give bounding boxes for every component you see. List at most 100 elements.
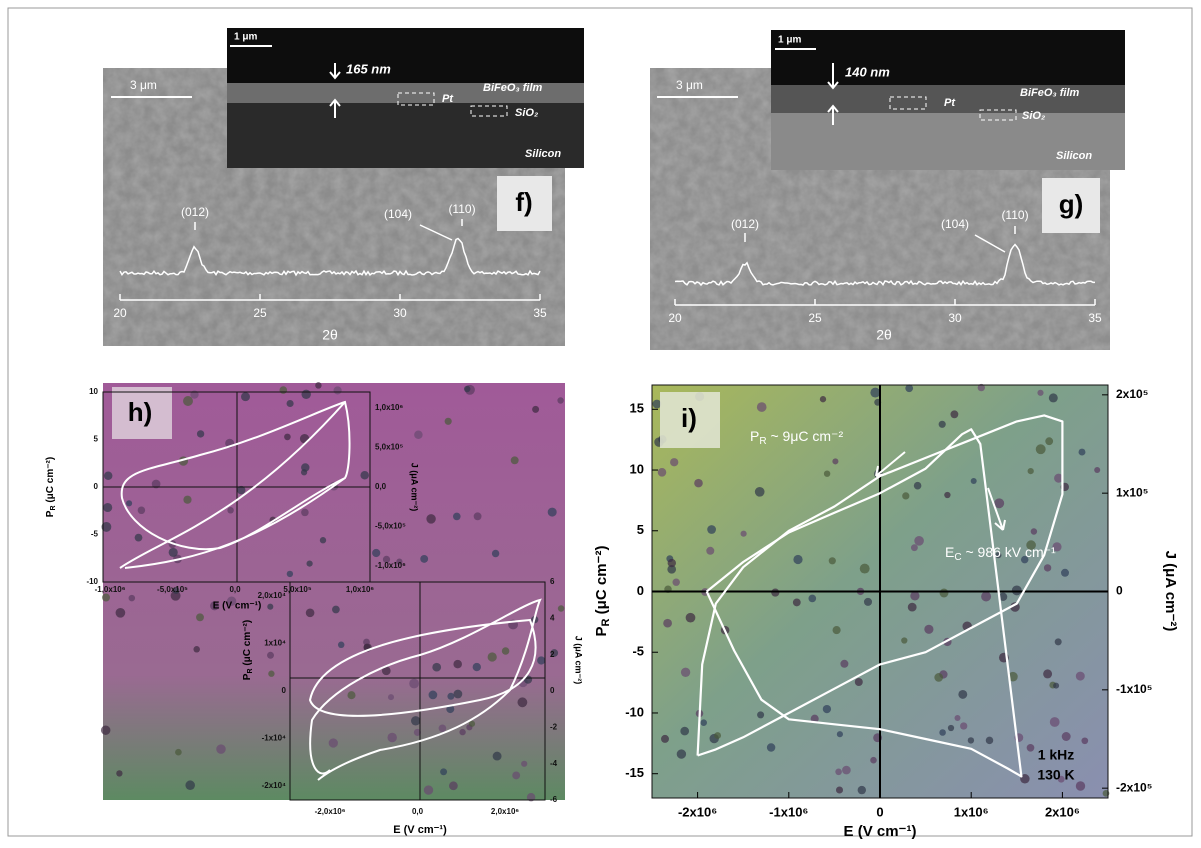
texture-dot	[910, 591, 919, 600]
texture-dot	[129, 595, 135, 601]
peak-label: (110)	[1001, 208, 1028, 222]
texture-dot	[372, 549, 380, 557]
inset-top	[771, 30, 1125, 85]
panel-label: g)	[1059, 189, 1084, 219]
x-tick-label: 20	[668, 311, 682, 325]
y-tick-label: 10	[89, 387, 98, 396]
texture-dot	[440, 768, 447, 775]
texture-dot	[944, 492, 950, 498]
texture-dot	[670, 458, 678, 466]
y2-axis-label: J (μA cm⁻²)	[574, 636, 584, 684]
texture-dot	[1012, 585, 1022, 595]
texture-dot	[860, 564, 870, 574]
texture-dot	[464, 386, 470, 392]
texture-dot	[771, 589, 779, 597]
texture-dot	[1049, 393, 1058, 402]
texture-dot	[808, 595, 816, 603]
texture-dot	[908, 603, 917, 612]
x-tick-label: 30	[948, 311, 962, 325]
texture-dot	[870, 757, 877, 764]
peak-label: (104)	[941, 217, 969, 231]
texture-dot	[102, 594, 110, 602]
texture-dot	[924, 625, 933, 634]
texture-dot	[332, 606, 340, 614]
texture-dot	[681, 668, 690, 677]
y-tick-label: 0	[282, 686, 287, 695]
y-tick-label: -10	[625, 704, 644, 719]
y-tick-label: -2x10⁴	[262, 781, 286, 790]
texture-dot	[1044, 564, 1051, 571]
texture-dot	[227, 507, 233, 513]
y-tick-label: 4	[550, 613, 555, 622]
y-axis-label: PR (μC cm⁻²)	[45, 457, 57, 517]
y2-tick-label: -2x10⁵	[1116, 780, 1152, 794]
layer-label: BiFeO₃ film	[1020, 87, 1080, 99]
texture-dot	[175, 749, 182, 756]
texture-dot	[426, 514, 435, 523]
texture-dot	[902, 492, 909, 499]
texture-dot	[126, 500, 132, 506]
x-axis-label: E (V cm⁻¹)	[844, 823, 917, 840]
texture-dot	[473, 663, 481, 671]
texture-dot	[835, 768, 842, 775]
panel-f: 3 μm 1 μm 165 nm BiFeO₃ film Pt SiO₂ Sil…	[103, 28, 584, 346]
texture-dot	[981, 592, 991, 602]
texture-dot	[512, 771, 520, 779]
texture-dot	[502, 647, 510, 655]
texture-dot	[1076, 781, 1085, 790]
texture-dot	[837, 731, 843, 737]
y-tick-label: 2	[550, 650, 555, 659]
thickness: 165 nm	[346, 61, 391, 76]
y2-tick-label: 0	[1116, 584, 1123, 598]
scale-label: 3 μm	[676, 78, 703, 92]
texture-dot	[677, 749, 686, 758]
texture-dot	[511, 456, 519, 464]
texture-dot	[284, 434, 291, 441]
x-tick-label: 35	[1088, 311, 1102, 325]
y-tick-label: 1,0x10⁶	[375, 403, 403, 412]
texture-dot	[429, 691, 438, 700]
texture-dot	[338, 642, 345, 649]
texture-dot	[939, 421, 946, 428]
y-tick-label: 5,0x10⁵	[375, 443, 403, 452]
texture-dot	[858, 786, 866, 794]
x-tick-label: 5,0x10⁵	[283, 585, 311, 594]
texture-dot	[474, 512, 482, 520]
texture-dot	[1081, 737, 1088, 744]
peak-label: (110)	[448, 202, 475, 216]
texture-dot	[329, 738, 338, 747]
y-tick-label: 0	[637, 583, 644, 598]
x-tick-label: 0,0	[229, 585, 241, 594]
texture-dot	[280, 386, 288, 394]
x-axis-label: E (V cm⁻¹)	[213, 601, 262, 612]
texture-dot	[694, 479, 703, 488]
texture-dot	[306, 608, 315, 617]
x-tick-label: -5,0x10⁵	[157, 585, 188, 594]
texture-dot	[193, 646, 200, 653]
texture-dot	[420, 555, 428, 563]
texture-dot	[1094, 467, 1100, 473]
texture-dot	[950, 410, 958, 418]
peak-label: (104)	[384, 207, 412, 221]
texture-dot	[445, 418, 452, 425]
texture-dot	[517, 697, 527, 707]
texture-dot	[1027, 744, 1035, 752]
panel-g: 3 μm 1 μm 140 nm BiFeO₃ film Pt SiO₂ Sil…	[650, 30, 1125, 350]
panel-label: h)	[128, 397, 153, 427]
x-tick-label: 25	[808, 311, 822, 325]
texture-dot	[268, 671, 274, 677]
texture-dot	[911, 544, 918, 551]
texture-dot	[548, 508, 557, 517]
texture-dot	[1062, 732, 1071, 741]
texture-dot	[823, 705, 831, 713]
texture-dot	[287, 400, 294, 407]
texture-dot	[663, 619, 672, 628]
texture-dot	[914, 536, 924, 546]
texture-dot	[914, 482, 922, 490]
x-tick-label: 35	[533, 306, 547, 320]
y-axis-label: PR (μC cm⁻²)	[593, 546, 612, 637]
layer-label: SiO₂	[515, 107, 538, 119]
y2-axis-label: J (μA cm⁻²)	[410, 463, 420, 511]
texture-dot	[453, 660, 462, 669]
